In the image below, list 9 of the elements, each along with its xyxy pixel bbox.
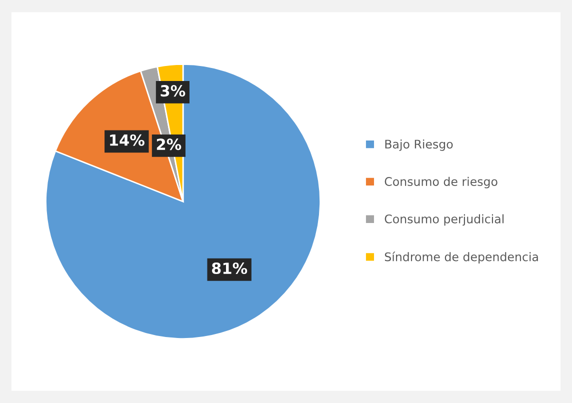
data-label: 3%: [160, 85, 186, 97]
legend-label: Consumo de riesgo: [384, 176, 498, 188]
pie-slice: [45, 64, 322, 340]
legend-label: Consumo perjudicial: [384, 214, 504, 226]
data-label: 81%: [212, 262, 248, 274]
legend-label: Síndrome de dependencia: [384, 252, 538, 264]
data-label: 2%: [156, 138, 182, 150]
data-label: 14%: [110, 134, 144, 146]
legend-label: Bajo Riesgo: [385, 139, 453, 151]
